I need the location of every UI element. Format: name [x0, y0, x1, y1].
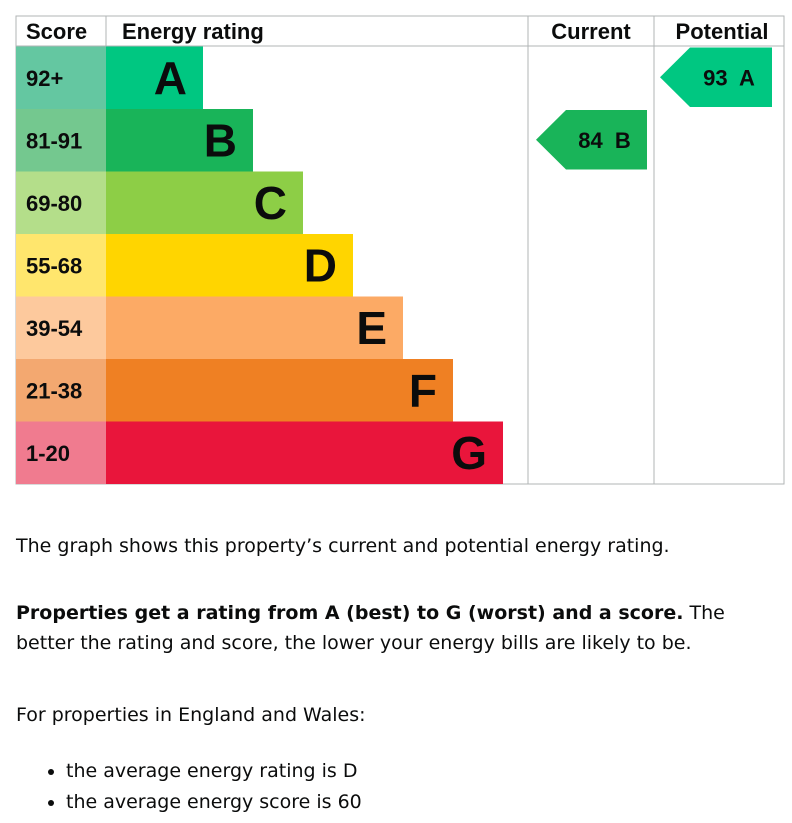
score-cell-f	[16, 359, 106, 422]
score-range-b: 81-91	[26, 128, 82, 153]
potential-arrow-label: 93 A	[703, 65, 755, 90]
score-range-d: 55-68	[26, 253, 82, 278]
rating-letter-e: E	[356, 302, 387, 354]
score-range-a: 92+	[26, 66, 63, 91]
rating-letter-a: A	[154, 52, 187, 104]
region-note: For properties in England and Wales:	[16, 704, 366, 726]
rating-bar-f	[106, 359, 453, 422]
rating-bar-a	[106, 46, 203, 109]
header-current: Current	[551, 19, 631, 44]
score-cell-a	[16, 46, 106, 109]
rating-bands: 92+ A 81-91 B 69-80 C 55-68 D 39-54 E 21-38 F 1-20 G	[16, 46, 503, 484]
rating-bar-b	[106, 109, 253, 172]
rating-explanation-bold: Properties get a rating from A (best) to…	[16, 602, 684, 624]
current-arrow	[536, 110, 647, 170]
score-cell-e	[16, 296, 106, 359]
rating-letter-d: D	[304, 239, 337, 291]
header-score: Score	[26, 19, 87, 44]
score-range-c: 69-80	[26, 191, 82, 216]
score-cell-c	[16, 171, 106, 234]
rating-letter-g: G	[451, 427, 487, 479]
score-range-g: 1-20	[26, 441, 70, 466]
rating-letter-c: C	[254, 177, 287, 229]
rating-explanation-rest: The better the rating and score, the low…	[16, 602, 725, 654]
averages-list: the average energy rating is D the avera…	[16, 756, 362, 818]
score-range-f: 21-38	[26, 378, 82, 403]
epc-chart: Score Energy rating Current Potential 92…	[15, 15, 785, 485]
rating-letter-b: B	[204, 114, 237, 166]
score-range-e: 39-54	[26, 316, 83, 341]
score-cell-d	[16, 234, 106, 297]
average-score-item: the average energy score is 60	[66, 787, 362, 818]
potential-arrow	[660, 47, 772, 107]
score-cell-g	[16, 421, 106, 484]
rating-bar-c	[106, 171, 303, 234]
current-arrow-label: 84 B	[578, 128, 631, 153]
average-rating-item: the average energy rating is D	[66, 756, 362, 787]
rating-explanation: Properties get a rating from A (best) to…	[16, 598, 786, 658]
header-energy-rating: Energy rating	[122, 19, 264, 44]
graph-description: The graph shows this property’s current …	[16, 535, 670, 557]
rating-letter-f: F	[409, 364, 437, 416]
header-potential: Potential	[676, 19, 769, 44]
rating-bar-g	[106, 421, 503, 484]
rating-bar-e	[106, 296, 403, 359]
score-cell-b	[16, 109, 106, 172]
rating-arrows: 84 B 93 A	[536, 47, 772, 170]
rating-bar-d	[106, 234, 353, 297]
